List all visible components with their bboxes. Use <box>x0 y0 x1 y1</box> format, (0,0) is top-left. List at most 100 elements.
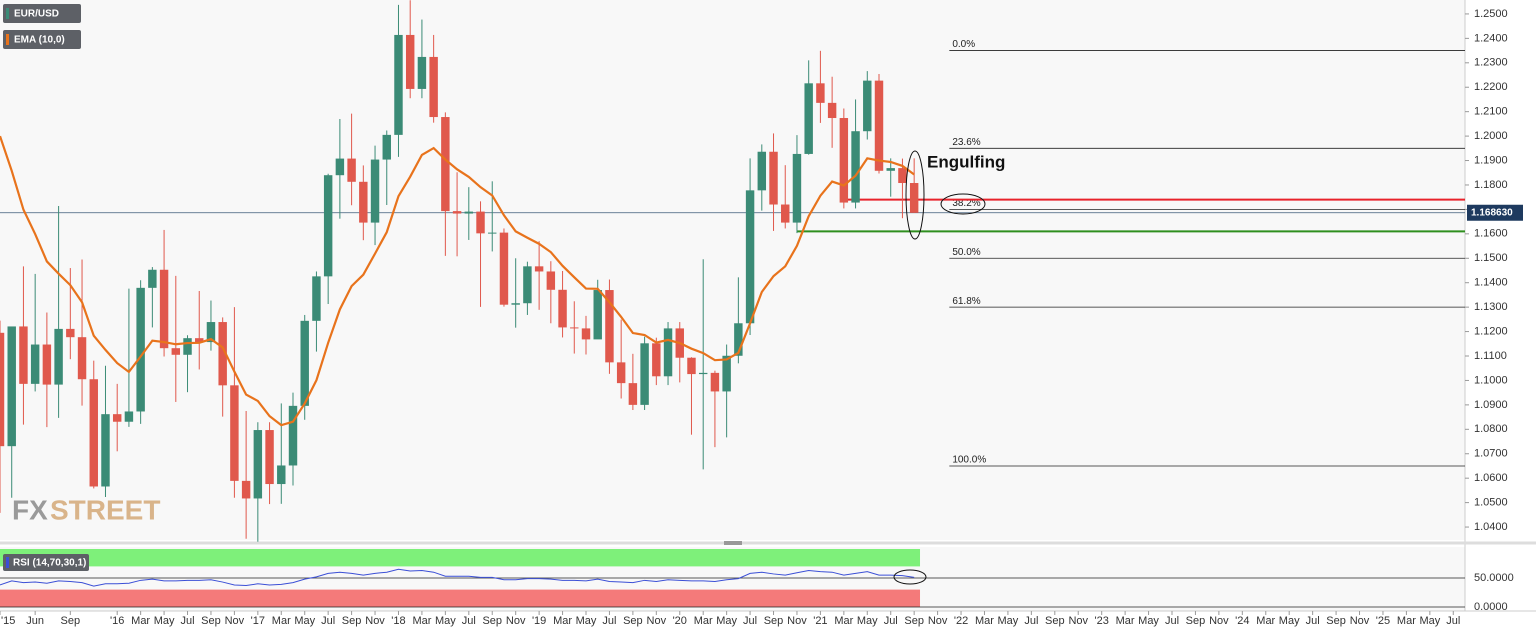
x-tick-label: May <box>154 615 175 627</box>
candle-body <box>851 131 860 203</box>
y-tick-label: 1.2000 <box>1474 130 1508 142</box>
y-tick-label: 1.1600 <box>1474 228 1508 240</box>
x-tick-label: Nov <box>1209 615 1229 627</box>
x-tick-label: Sep <box>61 615 81 627</box>
rsi-tick-label: 0.0000 <box>1474 601 1508 613</box>
candle-body <box>839 118 849 203</box>
x-tick-label: Jul <box>1446 615 1460 627</box>
y-tick-label: 1.2100 <box>1474 106 1508 118</box>
candle-body <box>89 379 98 487</box>
candle-body <box>136 287 145 412</box>
fib-label: 50.0% <box>952 247 980 258</box>
x-tick-label: Nov <box>1350 615 1370 627</box>
candle-body <box>698 372 708 375</box>
rsi-tick-label: 50.0000 <box>1474 572 1514 584</box>
rsi-legend-box <box>3 554 89 571</box>
fib-label: 38.2% <box>952 198 980 209</box>
candle-body <box>722 355 731 392</box>
x-tick-label: Mar <box>1397 615 1416 627</box>
candle-body <box>769 151 778 205</box>
rsi-legend: RSI (14,70,30,1) <box>13 558 86 569</box>
rsi-legend-swatch <box>6 557 9 568</box>
candle-body <box>663 328 673 377</box>
x-tick-label: Jul <box>884 615 898 627</box>
candle-body <box>652 343 661 377</box>
y-tick-label: 1.0900 <box>1474 399 1508 411</box>
candle-body <box>863 80 872 132</box>
x-tick-label: May <box>435 615 456 627</box>
price-pane <box>0 0 1465 540</box>
y-tick-label: 1.1800 <box>1474 179 1508 191</box>
x-tick-label: '15 <box>1 615 15 627</box>
candle-body <box>616 362 626 384</box>
x-tick-label: Mar <box>1256 615 1275 627</box>
x-tick-label: Mar <box>1116 615 1135 627</box>
x-tick-label: May <box>294 615 315 627</box>
x-tick-label: Jul <box>462 615 476 627</box>
x-tick-label: May <box>576 615 597 627</box>
candle-body <box>523 266 532 304</box>
candle-body <box>405 34 415 89</box>
watermark: FX STREET <box>12 494 160 525</box>
candle-body <box>206 322 216 343</box>
x-tick-label: Jul <box>1306 615 1320 627</box>
x-tick-label: Mar <box>834 615 853 627</box>
x-tick-label: Sep <box>904 615 924 627</box>
candle-body <box>30 344 40 384</box>
candle-body <box>886 168 895 171</box>
x-tick-label: Nov <box>647 615 667 627</box>
legend-swatch <box>6 34 9 45</box>
x-tick-label: Mar <box>975 615 994 627</box>
x-tick-label: Jul <box>180 615 194 627</box>
candle-body <box>148 269 157 288</box>
candle-body <box>628 383 638 405</box>
watermark-street: STREET <box>50 494 160 525</box>
candle-body <box>476 211 485 234</box>
candle-body <box>816 83 825 103</box>
x-tick-label: Sep <box>623 615 643 627</box>
x-tick-label: Sep <box>1045 615 1065 627</box>
candle-body <box>687 357 696 375</box>
divider-handle[interactable] <box>724 541 742 545</box>
y-tick-label: 1.0500 <box>1474 497 1508 509</box>
x-tick-label: '21 <box>813 615 827 627</box>
candle-body <box>0 332 5 447</box>
y-tick-label: 1.1200 <box>1474 325 1508 337</box>
x-tick-label: '23 <box>1095 615 1109 627</box>
candle-body <box>101 414 110 487</box>
candle-body <box>394 34 403 135</box>
y-tick-label: 1.1900 <box>1474 154 1508 166</box>
candle-body <box>570 327 579 329</box>
x-tick-label: Sep <box>201 615 221 627</box>
x-tick-label: May <box>1419 615 1440 627</box>
candle-body <box>195 338 204 343</box>
x-tick-label: Sep <box>342 615 362 627</box>
x-tick-label: Mar <box>553 615 572 627</box>
x-tick-label: Nov <box>506 615 526 627</box>
x-tick-label: May <box>716 615 737 627</box>
x-tick-label: '25 <box>1376 615 1390 627</box>
legend-box <box>3 4 81 23</box>
candle-body <box>265 430 274 485</box>
candle-body <box>511 303 520 305</box>
x-tick-label: Jun <box>26 615 44 627</box>
candle-body <box>874 80 884 171</box>
candle-body <box>218 322 227 386</box>
candle-body <box>429 56 438 118</box>
x-tick-label: May <box>998 615 1019 627</box>
x-tick-label: Jul <box>602 615 616 627</box>
candle-body <box>288 405 298 466</box>
x-tick-label: Sep <box>1186 615 1206 627</box>
x-tick-label: May <box>857 615 878 627</box>
candle-body <box>441 117 450 212</box>
x-tick-label: '16 <box>110 615 124 627</box>
candle-body <box>757 151 767 191</box>
candle-body <box>112 414 122 422</box>
fib-label: 61.8% <box>952 296 980 307</box>
y-tick-label: 1.0600 <box>1474 472 1508 484</box>
x-tick-label: Nov <box>928 615 948 627</box>
candle-body <box>124 411 134 422</box>
candle-body <box>781 204 790 223</box>
annotation-text: Engulfing <box>927 152 1005 171</box>
